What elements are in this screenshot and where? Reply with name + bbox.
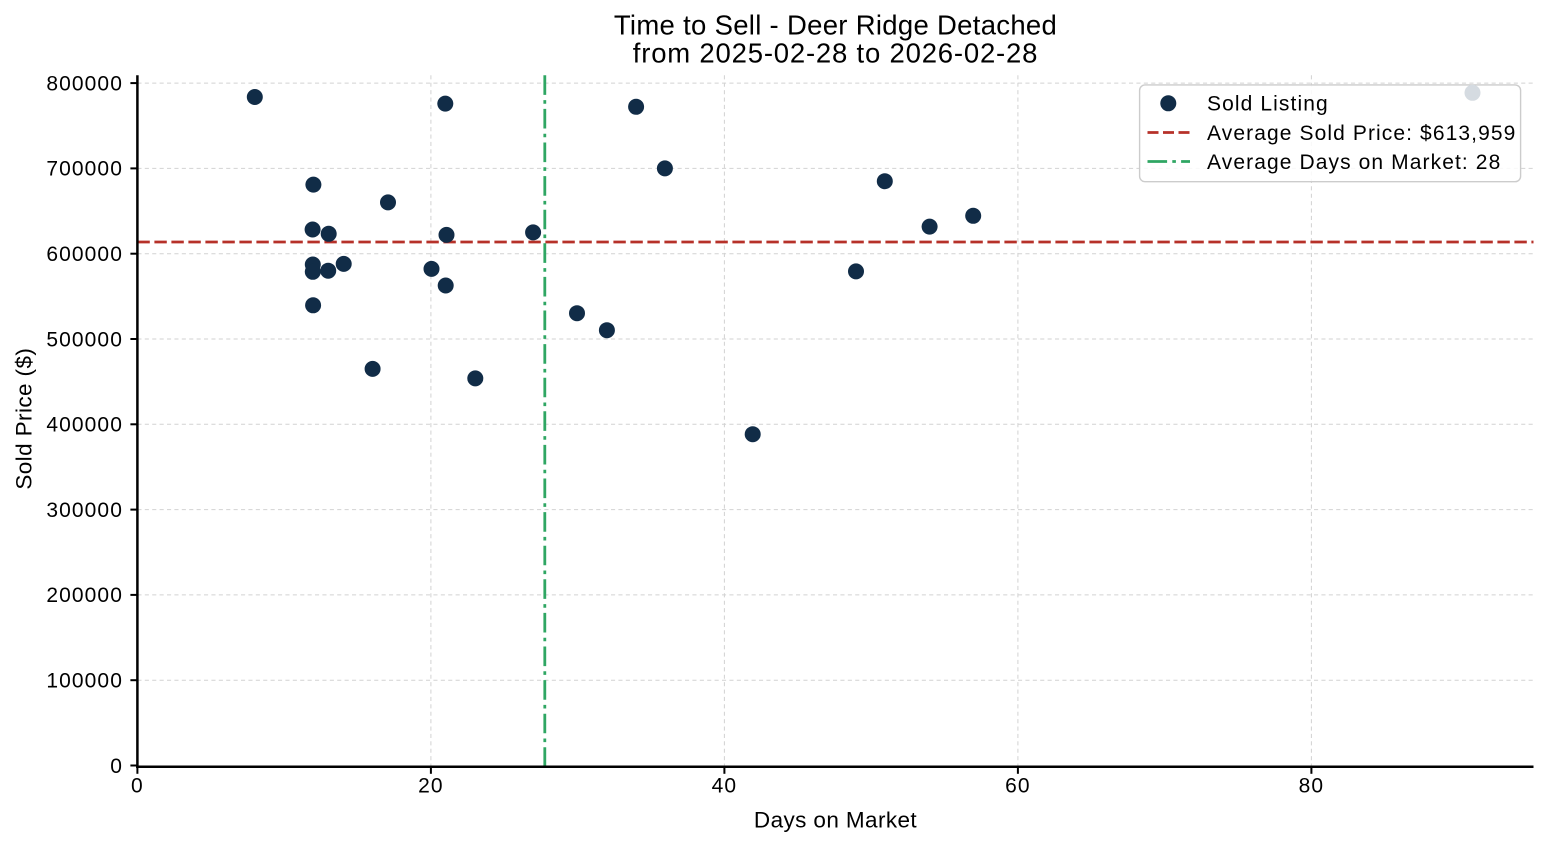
- svg-text:60: 60: [1005, 775, 1031, 798]
- svg-text:300000: 300000: [46, 499, 123, 522]
- svg-text:400000: 400000: [46, 414, 123, 437]
- svg-text:Sold Listing: Sold Listing: [1207, 93, 1329, 116]
- svg-text:0: 0: [131, 775, 144, 798]
- svg-text:600000: 600000: [46, 243, 123, 266]
- svg-text:20: 20: [418, 775, 444, 798]
- svg-text:700000: 700000: [46, 158, 123, 181]
- svg-text:Days on Market: Days on Market: [754, 808, 918, 833]
- svg-text:Average Days on Market: 28: Average Days on Market: 28: [1207, 151, 1501, 174]
- svg-text:500000: 500000: [46, 328, 123, 351]
- svg-text:Sold Price ($): Sold Price ($): [11, 348, 36, 490]
- svg-text:200000: 200000: [46, 584, 123, 607]
- svg-text:80: 80: [1299, 775, 1325, 798]
- svg-text:40: 40: [712, 775, 738, 798]
- svg-text:100000: 100000: [46, 670, 123, 693]
- svg-text:Average Sold Price: $613,959: Average Sold Price: $613,959: [1207, 122, 1516, 145]
- svg-text:Time to Sell - Deer Ridge Deta: Time to Sell - Deer Ridge Detached: [614, 10, 1057, 41]
- svg-text:0: 0: [110, 755, 123, 778]
- svg-text:800000: 800000: [46, 72, 123, 95]
- svg-text:from 2025-02-28 to 2026-02-28: from 2025-02-28 to 2026-02-28: [633, 38, 1038, 69]
